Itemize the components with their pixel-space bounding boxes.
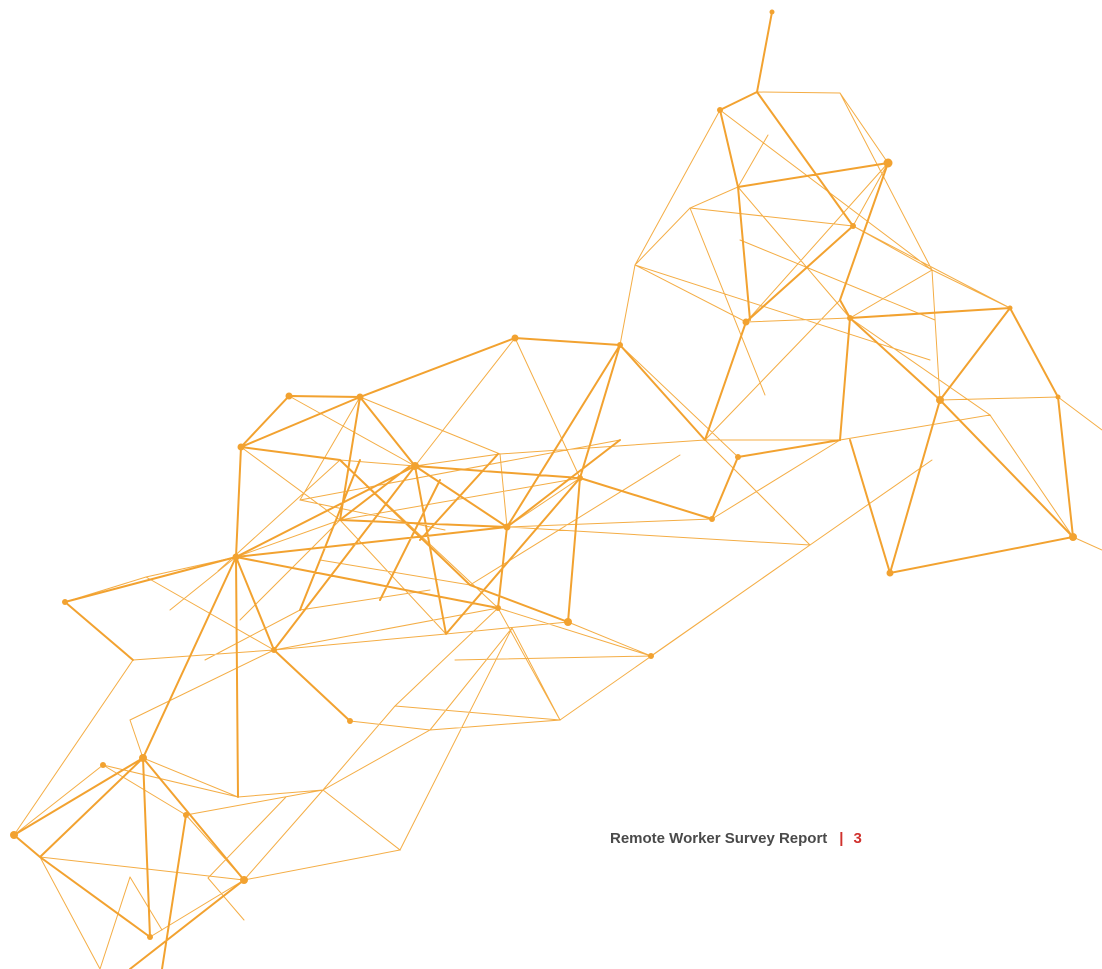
- node: [512, 335, 519, 342]
- node: [743, 319, 750, 326]
- node: [62, 599, 68, 605]
- network-graphic: [0, 0, 1102, 969]
- page-number: 3: [854, 830, 862, 847]
- node: [564, 618, 572, 626]
- node: [286, 393, 293, 400]
- node: [1008, 306, 1013, 311]
- node: [147, 934, 153, 940]
- network-thick-lines: [14, 12, 1073, 969]
- node: [617, 342, 623, 348]
- network-thin-lines: [14, 92, 1102, 969]
- node: [887, 570, 894, 577]
- node: [183, 812, 189, 818]
- node: [709, 516, 715, 522]
- node: [847, 315, 853, 321]
- node: [648, 653, 654, 659]
- node: [735, 454, 741, 460]
- node: [936, 396, 944, 404]
- node: [271, 647, 277, 653]
- node: [347, 718, 353, 724]
- page: {"footer": {"title": "Remote Worker Surv…: [0, 0, 1102, 969]
- node: [411, 462, 419, 470]
- footer-separator: |: [839, 830, 843, 847]
- node: [577, 475, 583, 481]
- node: [495, 605, 501, 611]
- node: [717, 107, 723, 113]
- node: [504, 524, 511, 531]
- node: [240, 876, 248, 884]
- node: [233, 554, 240, 561]
- node: [1069, 533, 1077, 541]
- node: [139, 754, 147, 762]
- report-title: Remote Worker Survey Report: [610, 830, 827, 847]
- footer: Remote Worker Survey Report | 3: [610, 830, 862, 847]
- node: [1056, 395, 1061, 400]
- node: [357, 394, 364, 401]
- node: [10, 831, 18, 839]
- node: [850, 223, 856, 229]
- node: [770, 10, 775, 15]
- node: [238, 444, 245, 451]
- node: [100, 762, 106, 768]
- node: [884, 159, 893, 168]
